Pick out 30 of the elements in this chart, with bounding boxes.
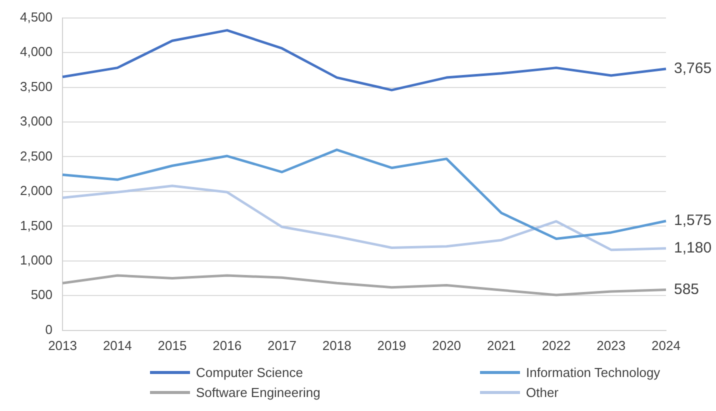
y-tick-label: 3,000 [20,114,53,129]
legend-label: Other [526,384,559,400]
legend-label: Information Technology [526,364,660,380]
y-tick-label: 1,000 [20,252,53,268]
x-tick-label: 2019 [377,338,406,353]
x-tick-label: 2016 [212,338,242,353]
y-tick-label: 4,500 [20,9,53,24]
y-tick-label: 0 [45,322,53,337]
x-tick-label: 2014 [102,338,132,353]
data-label: 3,765 [674,60,712,77]
y-tick-label: 2,500 [20,148,53,164]
data-label: 585 [674,280,700,298]
y-tick-label: 4,000 [20,44,53,60]
x-tick-label: 2017 [268,338,296,353]
x-tick-label: 2018 [322,338,352,353]
x-tick-label: 2022 [542,338,571,353]
x-tick-label: 2023 [596,338,626,353]
x-tick-label: 2015 [158,338,187,353]
x-tick-label: 2024 [652,338,680,353]
data-label: 1,180 [674,240,712,257]
x-tick-label: 2013 [48,338,77,353]
data-label: 1,575 [674,212,712,230]
x-tick-label: 2020 [432,338,462,353]
x-tick-label: 2021 [486,338,516,353]
legend-label: Software Engineering [196,384,320,400]
y-tick-label: 500 [30,287,53,302]
y-tick-label: 1,500 [20,218,53,233]
y-tick-label: 3,500 [20,78,53,94]
legend-label: Computer Science [196,364,303,380]
y-tick-label: 2,000 [20,183,53,198]
